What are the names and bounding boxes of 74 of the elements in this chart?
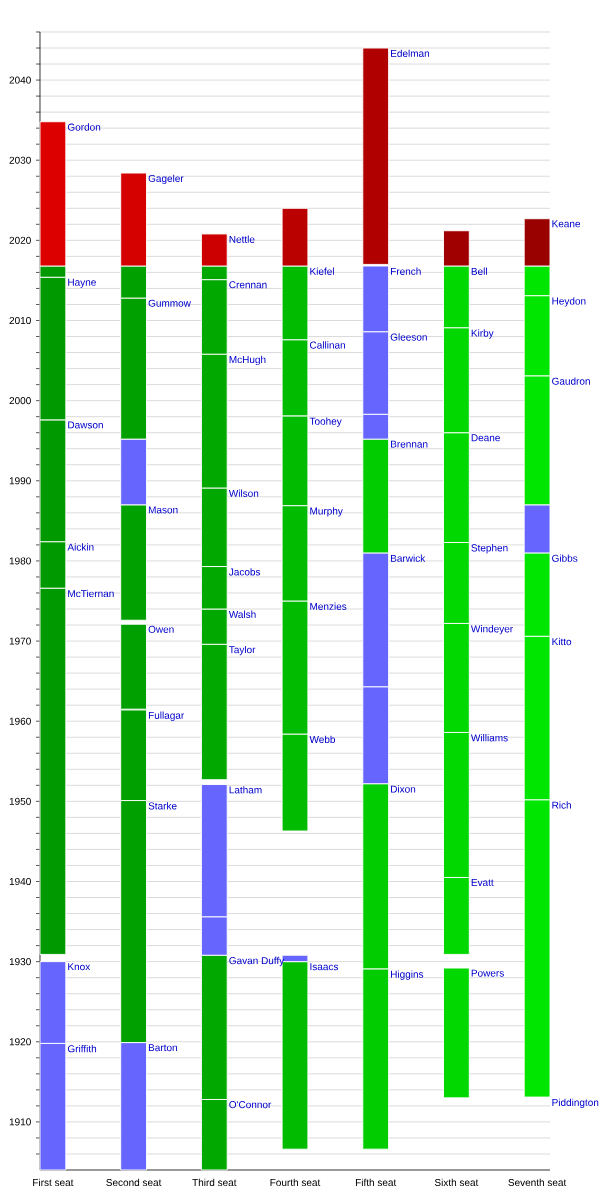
annotation: Gordon — [67, 123, 101, 131]
annotation: Piddington — [552, 1098, 599, 1108]
annotation: Rich — [552, 801, 571, 809]
annotation: Gavan Duffy — [229, 956, 285, 967]
annotation: Latham — [229, 786, 262, 794]
annotation: Williams — [470, 734, 508, 742]
annotation: Jacobs — [228, 568, 261, 576]
annotation: Gummow — [148, 299, 191, 307]
annotation: Fullagar — [148, 711, 185, 721]
annotation: Powers — [471, 969, 504, 977]
y-tick-label: 1990 — [9, 477, 31, 485]
annotation: Heydon — [552, 297, 586, 307]
annotation: Edelman — [391, 49, 430, 57]
annotation: Evatt — [471, 879, 494, 887]
annotation: Deane — [471, 434, 500, 442]
annotation: Bell — [471, 267, 487, 275]
annotation: O'Connor — [229, 1101, 272, 1109]
y-tick-label: 2000 — [9, 397, 31, 405]
annotation: Gibbs — [552, 554, 578, 562]
annotation: Gageler — [148, 174, 184, 184]
annotation: Wilson — [228, 489, 259, 497]
annotation: Mason — [148, 506, 178, 514]
y-tick-label: 2010 — [9, 316, 31, 325]
annotation: Barwick — [391, 554, 426, 562]
annotation: Menzies — [310, 602, 347, 610]
x-tick-label: Seventh seat — [508, 1178, 567, 1187]
annotation: Gaudron — [552, 377, 590, 385]
annotation: Windeyer — [470, 625, 513, 635]
annotation: Kitto — [552, 637, 572, 646]
annotation: Crennan — [229, 281, 267, 289]
annotation: Hayne — [68, 278, 96, 288]
annotation: Kirby — [471, 329, 494, 339]
x-tick-label: First seat — [33, 1178, 74, 1187]
annotation: Kiefel — [310, 267, 334, 275]
annotation: Murphy — [310, 507, 343, 517]
y-tick-label: 2020 — [9, 236, 31, 244]
annotation: Gleeson — [390, 333, 427, 341]
annotation: Owen — [148, 625, 174, 633]
x-tick-label: Second seat — [106, 1178, 162, 1187]
y-tick-label: 1930 — [9, 958, 31, 966]
annotation: Toohey — [309, 417, 342, 427]
x-tick-label: Fifth seat — [355, 1178, 397, 1187]
y-tick-label: 1960 — [9, 717, 31, 725]
annotation: Aickin — [67, 543, 94, 551]
annotation: Webb — [309, 735, 336, 743]
annotation: Barton — [148, 1044, 177, 1052]
annotation: Brennan — [391, 440, 428, 448]
annotation: McTiernan — [68, 589, 114, 598]
x-tick-label: Fourth seat — [270, 1178, 321, 1187]
annotation: McHugh — [229, 355, 266, 366]
annotation: Taylor — [229, 645, 256, 656]
annotation: Dawson — [68, 421, 103, 429]
y-tick-label: 2030 — [9, 156, 31, 164]
annotation: Starke — [148, 802, 177, 810]
y-tick-label: 1920 — [9, 1038, 31, 1046]
annotation: Walsh — [228, 610, 256, 618]
annotation: Dixon — [391, 785, 416, 793]
y-tick-label: 1910 — [9, 1118, 31, 1126]
annotation: Stephen — [471, 544, 508, 554]
annotation: Higgins — [391, 970, 424, 980]
y-tick-label: 1950 — [9, 797, 31, 805]
y-tick-label: 1980 — [9, 557, 31, 565]
annotation: Griffith — [67, 1044, 97, 1053]
annotation: Keane — [552, 220, 581, 228]
y-tick-label: 1970 — [9, 637, 31, 645]
x-tick-label: Sixth seat — [434, 1178, 479, 1187]
x-tick-label: Third seat — [192, 1178, 237, 1187]
y-tick-label: 2040 — [9, 76, 31, 84]
annotation: Isaacs — [310, 963, 339, 971]
annotation: French — [391, 267, 421, 275]
annotation: Knox — [68, 963, 91, 971]
annotation: Callinan — [310, 341, 345, 349]
y-tick-label: 1940 — [9, 877, 31, 886]
annotation: Nettle — [229, 235, 255, 243]
